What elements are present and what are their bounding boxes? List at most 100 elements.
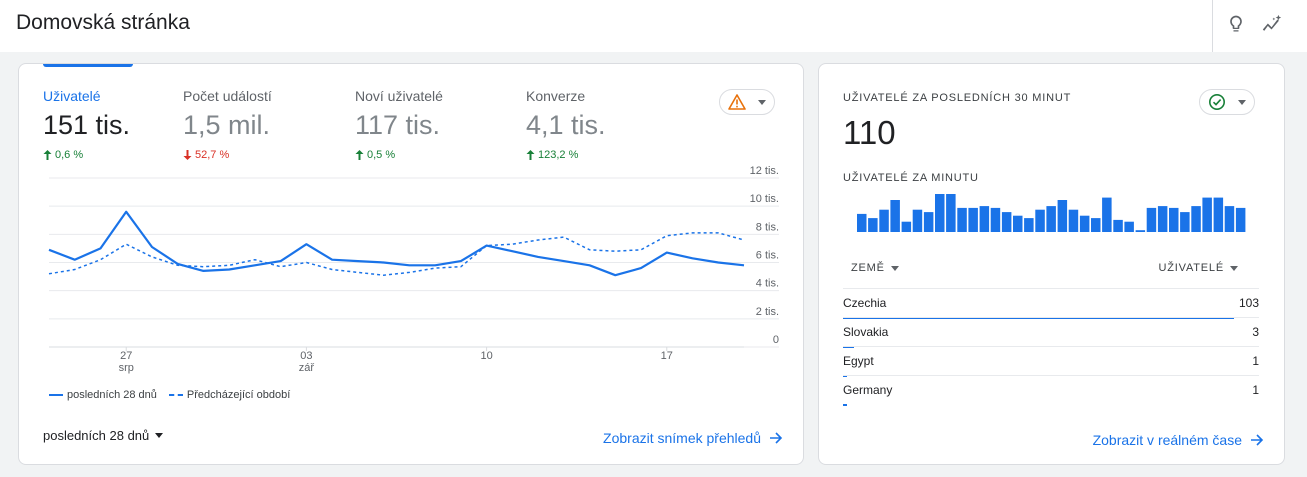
metric-change: 52,7 %	[183, 149, 272, 161]
realtime-status-dropdown[interactable]	[1199, 89, 1255, 115]
arrow-up-icon	[355, 150, 364, 160]
metric-tab-conversions[interactable]: Konverze 4,1 tis. 123,2 %	[526, 88, 606, 161]
minute-bar[interactable]	[1191, 206, 1201, 232]
minute-bar[interactable]	[979, 206, 990, 232]
minute-bar[interactable]	[1113, 219, 1123, 232]
arrow-up-icon	[43, 150, 52, 160]
minute-bar[interactable]	[1202, 197, 1212, 232]
minute-bar[interactable]	[1091, 218, 1101, 232]
minute-bar[interactable]	[1046, 206, 1056, 232]
y-tick-label: 6 tis.	[756, 250, 779, 262]
minute-bar[interactable]	[1157, 206, 1168, 232]
minute-bar[interactable]	[890, 200, 900, 232]
x-tick-month-label: zář	[299, 362, 315, 374]
table-row[interactable]: Slovakia 3	[843, 317, 1259, 348]
date-range-label: posledních 28 dnů	[43, 428, 150, 443]
minute-bar[interactable]	[1180, 212, 1190, 232]
minute-bar[interactable]	[1024, 218, 1034, 232]
minute-bar[interactable]	[1035, 209, 1045, 232]
minute-bar[interactable]	[879, 209, 889, 232]
check-circle-icon	[1209, 94, 1225, 110]
page-title: Domovská stránka	[16, 11, 190, 34]
country-column-label: ZEMĚ	[851, 262, 885, 274]
top-bar: Domovská stránka	[0, 0, 1307, 52]
insights-sparkle-icon[interactable]	[1258, 10, 1286, 38]
chevron-down-icon	[1238, 99, 1246, 105]
y-tick-label: 4 tis.	[756, 278, 779, 290]
metric-value: 117 tis.	[355, 110, 441, 140]
minute-bar[interactable]	[1001, 212, 1012, 232]
arrow-right-icon	[770, 432, 783, 444]
country-users: 1	[1252, 383, 1259, 397]
country-column-header[interactable]: ZEMĚ	[851, 262, 899, 274]
country-share-bar	[843, 346, 855, 348]
minute-bar[interactable]	[1213, 197, 1224, 232]
metric-change-value: 0,6 %	[55, 149, 84, 161]
country-name: Germany	[843, 383, 893, 397]
active-tab-indicator	[43, 64, 133, 67]
metric-tab-event-count[interactable]: Počet událostí 1,5 mil. 52,7 %	[183, 88, 272, 161]
x-tick-label: 17	[661, 350, 673, 362]
metric-change: 0,6 %	[43, 149, 130, 161]
table-row[interactable]: Czechia 103	[843, 288, 1259, 319]
metric-value: 4,1 tis.	[526, 110, 606, 140]
country-share-bar	[843, 375, 847, 377]
metric-label: Počet událostí	[183, 88, 272, 104]
top-bar-divider	[1212, 0, 1213, 52]
minute-bar[interactable]	[1135, 230, 1146, 232]
y-tick-label: 10 tis.	[750, 193, 779, 205]
view-reports-snapshot-link[interactable]: Zobrazit snímek přehledů	[603, 430, 783, 446]
y-tick-label: 2 tis.	[756, 306, 779, 318]
anomaly-alert-dropdown[interactable]	[719, 89, 775, 115]
metric-label: Uživatelé	[43, 88, 101, 104]
metric-tab-new-users[interactable]: Noví uživatelé 117 tis. 0,5 %	[355, 88, 443, 161]
legend-solid-swatch	[49, 394, 63, 396]
realtime-users-value: 110	[843, 114, 896, 151]
minute-bar[interactable]	[1124, 221, 1134, 232]
y-tick-label: 8 tis.	[756, 221, 779, 233]
metric-value: 1,5 mil.	[183, 110, 271, 140]
country-users: 103	[1238, 296, 1259, 310]
minute-bar[interactable]	[1057, 200, 1068, 232]
users-per-minute-bar-chart	[857, 194, 1246, 232]
x-tick-month-label: srp	[119, 362, 134, 374]
view-realtime-link[interactable]: Zobrazit v reálném čase	[1093, 432, 1264, 448]
minute-bar[interactable]	[968, 207, 978, 232]
minute-bar[interactable]	[1102, 197, 1112, 232]
lightbulb-icon[interactable]	[1222, 10, 1250, 38]
minute-bar[interactable]	[857, 213, 867, 232]
view-realtime-label: Zobrazit v reálném čase	[1092, 432, 1242, 448]
country-users: 3	[1252, 325, 1259, 339]
minute-bar[interactable]	[990, 207, 1001, 232]
country-users: 1	[1252, 354, 1259, 368]
metric-tab-users[interactable]: Uživatelé 151 tis. 0,6 %	[43, 88, 130, 161]
users-column-header[interactable]: UŽIVATELÉ	[1159, 262, 1238, 274]
metric-change-value: 0,5 %	[367, 149, 396, 161]
chevron-down-icon	[758, 99, 766, 105]
table-row[interactable]: Germany 1	[843, 375, 1259, 406]
minute-bar[interactable]	[935, 194, 945, 232]
minute-bar[interactable]	[1079, 215, 1090, 232]
y-tick-label: 0	[773, 334, 779, 346]
x-tick-label: 03	[300, 350, 312, 362]
table-row[interactable]: Egypt 1	[843, 346, 1259, 377]
arrow-right-icon	[1251, 434, 1264, 446]
legend-previous-label: Předcházející období	[186, 389, 291, 401]
minute-bar[interactable]	[957, 207, 967, 232]
caret-down-icon	[155, 433, 164, 438]
minute-bar[interactable]	[946, 194, 956, 232]
x-tick-label: 27	[120, 350, 132, 362]
minute-bar[interactable]	[1146, 207, 1157, 232]
arrow-up-icon	[526, 150, 535, 160]
minute-bar[interactable]	[912, 209, 923, 232]
date-range-dropdown[interactable]: posledních 28 dnů	[43, 428, 164, 443]
minute-bar[interactable]	[1068, 209, 1079, 232]
minute-bar[interactable]	[1224, 206, 1235, 232]
minute-bar[interactable]	[923, 212, 934, 232]
metric-change: 123,2 %	[526, 149, 606, 161]
minute-bar[interactable]	[1169, 207, 1179, 232]
minute-bar[interactable]	[1235, 207, 1246, 232]
minute-bar[interactable]	[901, 221, 912, 232]
minute-bar[interactable]	[868, 218, 878, 232]
minute-bar[interactable]	[1013, 215, 1023, 232]
